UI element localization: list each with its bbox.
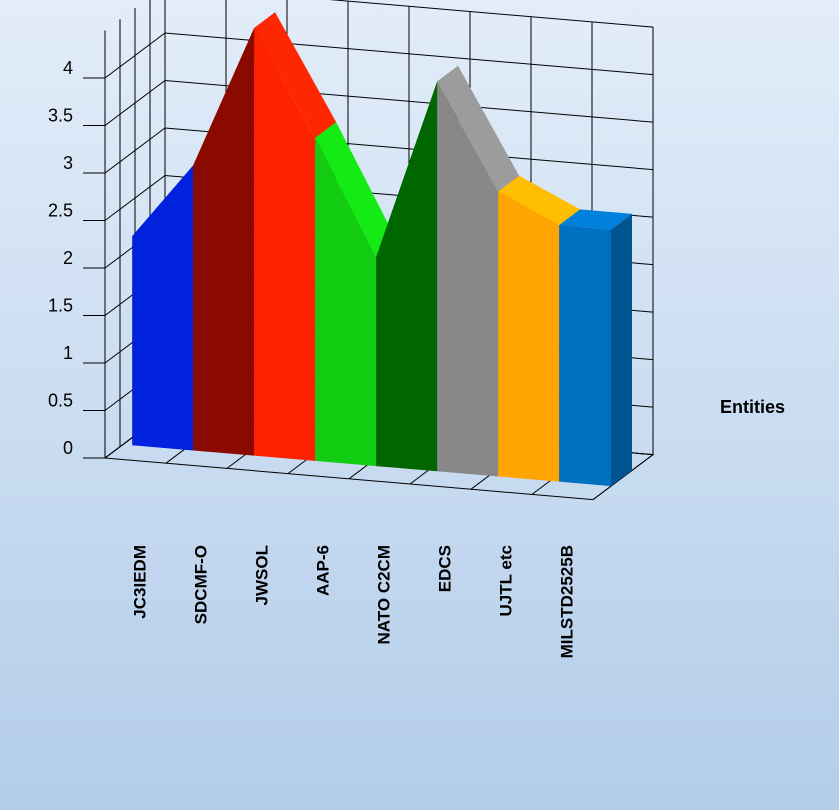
y-tick-label: 1: [63, 343, 73, 363]
ribbon-top: [437, 66, 520, 192]
y-tick-label: 0.5: [48, 391, 73, 411]
y-tick-label: 2.5: [48, 201, 73, 221]
ribbon-front: [315, 137, 377, 467]
y-tick-label: 2: [63, 248, 73, 268]
x-tick-label: SDCMF-O: [192, 545, 211, 624]
ribbon-front: [376, 81, 438, 472]
ribbon: [559, 209, 632, 487]
x-tick-label: NATO C2CM: [375, 545, 394, 645]
y-tick-label: 1.5: [48, 296, 73, 316]
ribbon-top: [559, 209, 632, 230]
x-tick-label: AAP-6: [314, 545, 333, 596]
x-tick-label: EDCS: [436, 545, 455, 592]
x-tick-label: MILSTD2525B: [558, 545, 577, 658]
y-tick-label: 0: [63, 438, 73, 458]
ribbon-front: [437, 81, 499, 477]
y-tick-label: 4: [63, 58, 73, 78]
ribbon-front: [193, 28, 255, 456]
ribbon-top: [498, 175, 581, 226]
grid-line: [104, 32, 654, 79]
y-tick-label: 3.5: [48, 106, 73, 126]
ribbon-side: [611, 213, 632, 487]
ribbon-front: [254, 28, 316, 461]
x-tick-label: JWSOL: [253, 545, 272, 605]
ribbon-top: [315, 122, 398, 258]
ribbon-front: [132, 165, 194, 451]
y-tick-label: 3: [63, 153, 73, 173]
ribbon-top: [254, 12, 337, 138]
series-name: Entities: [720, 397, 785, 417]
ribbon-front: [498, 191, 560, 482]
ribbon-front: [559, 225, 611, 487]
grid-line: [104, 79, 654, 126]
x-tick-label: UJTL etc: [497, 545, 516, 617]
x-tick-label: JC3IEDM: [131, 545, 150, 619]
